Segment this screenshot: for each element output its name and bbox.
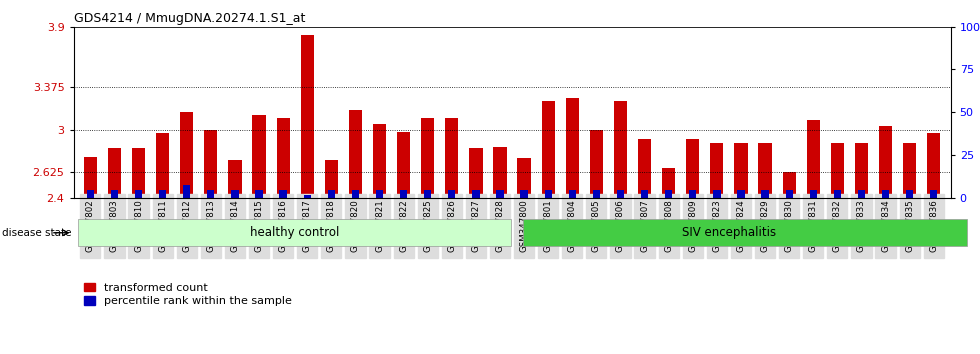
Bar [469, 148, 482, 198]
Bar [304, 195, 311, 198]
Bar [276, 118, 290, 198]
Bar [737, 190, 745, 198]
Bar [855, 143, 868, 198]
Bar [517, 158, 531, 198]
Bar [616, 190, 624, 198]
Bar [761, 190, 768, 198]
Bar [734, 143, 748, 198]
Bar [807, 120, 820, 198]
Bar [86, 190, 94, 198]
Bar [927, 133, 941, 198]
Bar [903, 143, 916, 198]
Bar [180, 113, 193, 198]
Bar [906, 190, 913, 198]
Bar [448, 190, 456, 198]
Bar [228, 160, 242, 198]
Text: GDS4214 / MmugDNA.20274.1.S1_at: GDS4214 / MmugDNA.20274.1.S1_at [74, 12, 305, 25]
Bar [256, 190, 263, 198]
Bar [132, 148, 145, 198]
Bar [424, 190, 431, 198]
Bar [349, 110, 362, 198]
Bar [159, 190, 167, 198]
Bar [689, 190, 697, 198]
Bar [638, 139, 651, 198]
Bar [713, 190, 720, 198]
Text: disease state: disease state [2, 228, 72, 238]
Bar [665, 190, 672, 198]
Bar [786, 190, 793, 198]
Bar [565, 97, 579, 198]
Bar [759, 143, 771, 198]
Bar [662, 169, 675, 198]
Bar [496, 190, 504, 198]
Bar [568, 190, 576, 198]
Bar [542, 101, 555, 198]
Bar [324, 160, 338, 198]
Text: healthy control: healthy control [251, 226, 340, 239]
Bar [207, 190, 215, 198]
Bar [520, 190, 528, 198]
Bar [373, 124, 386, 198]
Bar [834, 190, 841, 198]
FancyBboxPatch shape [78, 219, 511, 246]
Bar [301, 35, 314, 198]
Bar [183, 184, 190, 198]
Bar [858, 190, 865, 198]
Bar [882, 190, 889, 198]
Legend: transformed count, percentile rank within the sample: transformed count, percentile rank withi… [79, 278, 296, 310]
Text: SIV encephalitis: SIV encephalitis [682, 226, 776, 239]
Bar [421, 118, 434, 198]
Bar [376, 190, 383, 198]
Bar [641, 190, 648, 198]
Bar [327, 190, 335, 198]
Bar [400, 190, 408, 198]
Bar [108, 148, 122, 198]
Bar [930, 190, 938, 198]
Bar [279, 190, 287, 198]
Bar [472, 190, 479, 198]
Bar [493, 147, 507, 198]
Bar [593, 190, 600, 198]
Bar [156, 133, 170, 198]
Bar [613, 101, 627, 198]
Bar [397, 132, 411, 198]
Bar [83, 157, 97, 198]
Bar [352, 190, 359, 198]
Bar [545, 190, 552, 198]
Bar [231, 190, 238, 198]
Bar [204, 130, 218, 198]
Bar [686, 139, 700, 198]
Bar [135, 190, 142, 198]
Bar [710, 143, 723, 198]
Bar [879, 126, 892, 198]
Bar [809, 190, 817, 198]
Bar [782, 172, 796, 198]
Bar [253, 115, 266, 198]
Bar [445, 118, 459, 198]
Bar [590, 130, 603, 198]
Bar [111, 190, 119, 198]
Bar [831, 143, 844, 198]
FancyBboxPatch shape [523, 219, 967, 246]
